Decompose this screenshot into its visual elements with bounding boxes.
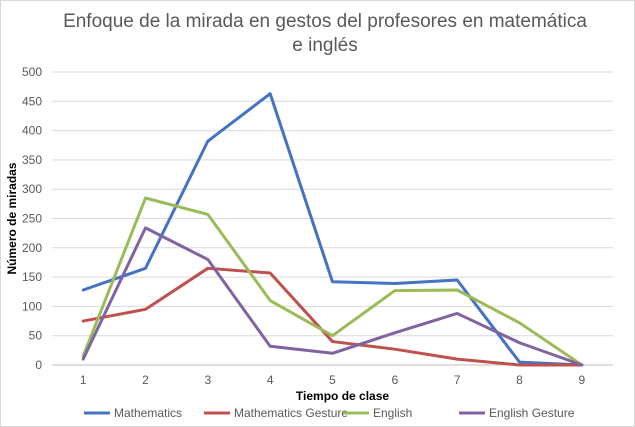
- x-tick-label-9: 9: [578, 373, 585, 387]
- chart-title: Enfoque de la mirada en gestos del profe…: [63, 11, 587, 56]
- y-tick-label-0: 0: [35, 358, 42, 372]
- y-tick-label-300: 300: [22, 182, 42, 196]
- x-axis-title: Tiempo de clase: [296, 389, 389, 403]
- y-tick-label-150: 150: [22, 270, 42, 284]
- y-tick-label-500: 500: [22, 65, 42, 79]
- series-lines: [81, 92, 584, 367]
- x-axis-ticks: 1 2 3 4 5 6 7 8 9: [80, 373, 586, 387]
- x-tick-label-6: 6: [391, 373, 398, 387]
- series-line-mathematics: [81, 92, 584, 367]
- x-tick-label-5: 5: [329, 373, 336, 387]
- legend-label-english-gesture: English Gesture: [489, 406, 575, 420]
- x-tick-label-2: 2: [142, 373, 149, 387]
- y-tick-label-100: 100: [22, 299, 42, 313]
- y-tick-label-350: 350: [22, 153, 42, 167]
- y-axis-ticks: 0 50 100 150 200 250 300 350 400 450 500: [22, 65, 42, 372]
- y-axis-title: Número de miradas: [5, 162, 19, 274]
- legend-label-mathematics: Mathematics: [114, 406, 182, 420]
- series-line-english: [81, 196, 584, 367]
- x-tick-label-7: 7: [454, 373, 461, 387]
- y-tick-label-200: 200: [22, 241, 42, 255]
- x-tick-label-4: 4: [267, 373, 274, 387]
- x-tick-label-8: 8: [516, 373, 523, 387]
- x-tick-label-1: 1: [80, 373, 87, 387]
- grid: [52, 71, 613, 337]
- y-tick-label-50: 50: [29, 329, 43, 343]
- legend-label-english: English: [373, 406, 412, 420]
- series-line-english-gesture: [81, 226, 584, 367]
- legend-label-mathematics-gesture: Mathematics Gesture: [234, 406, 348, 420]
- x-tick-label-3: 3: [204, 373, 211, 387]
- y-tick-label-400: 400: [22, 124, 42, 138]
- y-tick-label-250: 250: [22, 212, 42, 226]
- series-line-mathematics-gesture: [81, 266, 584, 367]
- y-tick-label-450: 450: [22, 94, 42, 108]
- legend: Mathematics Mathematics Gesture English Eng…: [84, 406, 575, 420]
